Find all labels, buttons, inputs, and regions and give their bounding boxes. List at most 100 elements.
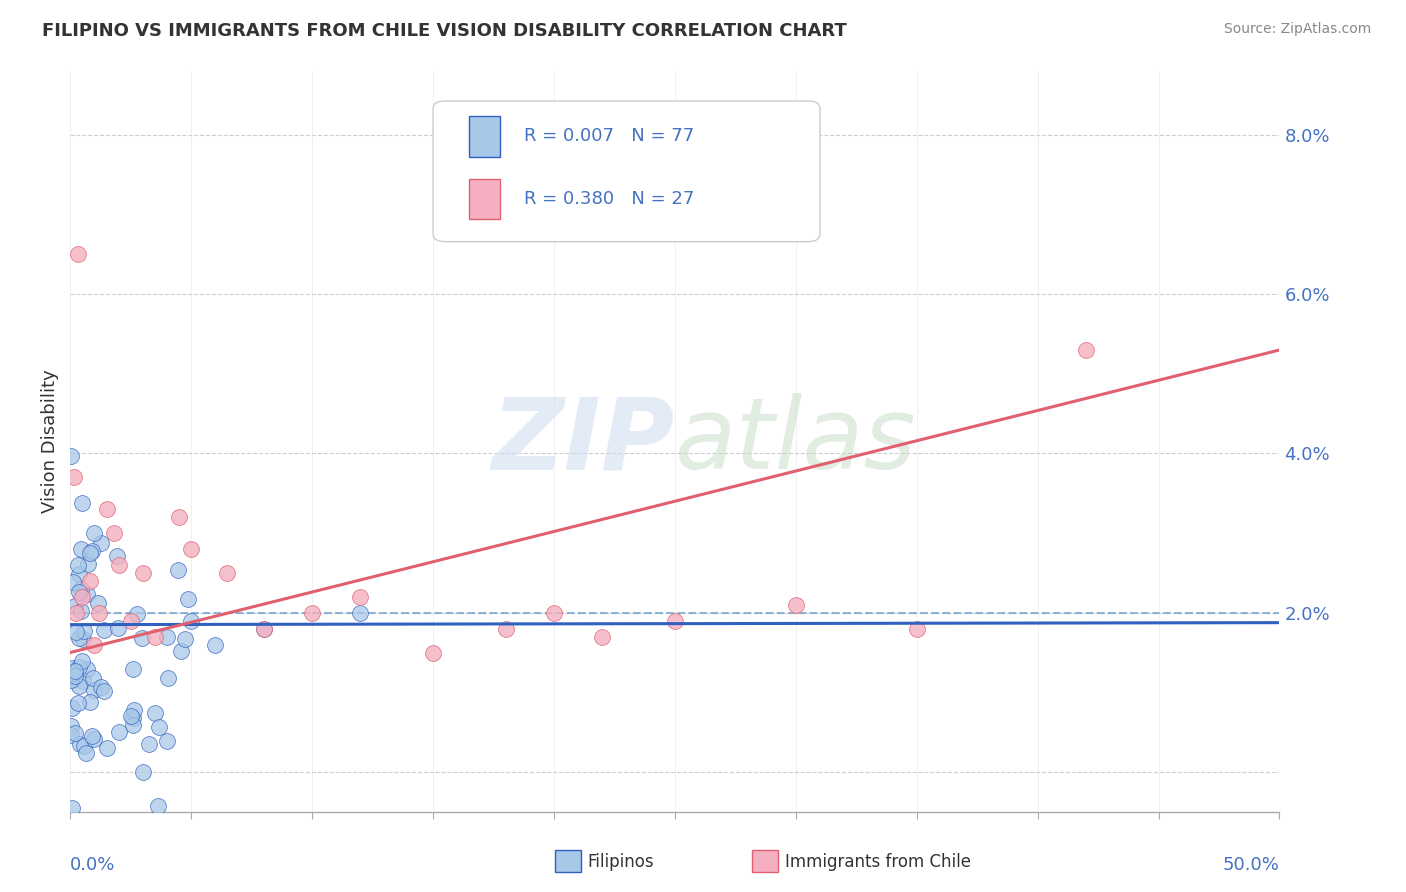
Point	[59, 449, 82, 463]
Point	[105, 549, 128, 563]
Point	[167, 510, 190, 524]
Point	[785, 598, 807, 612]
Point	[79, 546, 101, 560]
Point	[96, 741, 118, 756]
Point	[1074, 343, 1097, 357]
Point	[67, 631, 90, 645]
Point	[120, 614, 142, 628]
Point	[75, 746, 97, 760]
Point	[82, 671, 104, 685]
Point	[70, 582, 93, 596]
Point	[180, 614, 202, 628]
Point	[156, 734, 179, 748]
Point	[104, 869, 127, 883]
Text: ZIP: ZIP	[492, 393, 675, 490]
Point	[122, 703, 145, 717]
Point	[65, 624, 87, 639]
Point	[79, 574, 101, 588]
Text: Immigrants from Chile: Immigrants from Chile	[785, 853, 970, 871]
Point	[107, 621, 129, 635]
Point	[63, 470, 86, 484]
Point	[93, 623, 115, 637]
Point	[60, 701, 83, 715]
Point	[59, 728, 82, 742]
Point	[132, 566, 155, 580]
Text: R = 0.380   N = 27: R = 0.380 N = 27	[524, 190, 695, 208]
Point	[70, 654, 93, 668]
Point	[62, 660, 84, 674]
Point	[253, 622, 276, 636]
Point	[72, 590, 94, 604]
Point	[301, 606, 323, 620]
Point	[73, 624, 96, 639]
Point	[148, 720, 170, 734]
Point	[80, 543, 103, 558]
Point	[143, 630, 166, 644]
Point	[66, 247, 89, 261]
Legend: 	[1261, 78, 1272, 89]
Point	[67, 566, 90, 581]
Point	[120, 709, 142, 723]
Point	[83, 833, 105, 847]
Point	[62, 575, 84, 590]
Point	[83, 638, 105, 652]
Text: atlas: atlas	[675, 393, 917, 490]
Point	[143, 706, 166, 720]
Point	[167, 563, 190, 577]
FancyBboxPatch shape	[470, 116, 499, 156]
Point	[349, 590, 371, 604]
Point	[121, 718, 143, 732]
Text: Filipinos: Filipinos	[588, 853, 654, 871]
Point	[146, 799, 169, 814]
Point	[121, 711, 143, 725]
Point	[107, 725, 129, 739]
Point	[63, 668, 86, 682]
Point	[83, 526, 105, 541]
Point	[543, 606, 565, 620]
Text: Source: ZipAtlas.com: Source: ZipAtlas.com	[1223, 22, 1371, 37]
Point	[77, 557, 100, 571]
Point	[80, 729, 103, 743]
Point	[122, 662, 145, 676]
Point	[65, 606, 87, 620]
Point	[170, 644, 193, 658]
Point	[60, 718, 83, 732]
Point	[67, 585, 90, 599]
Point	[70, 604, 93, 618]
Point	[72, 673, 94, 688]
Point	[93, 683, 115, 698]
Point	[69, 737, 91, 751]
Point	[60, 800, 83, 814]
Point	[217, 566, 239, 580]
Point	[62, 666, 84, 681]
Point	[156, 671, 179, 685]
Text: FILIPINO VS IMMIGRANTS FROM CHILE VISION DISABILITY CORRELATION CHART: FILIPINO VS IMMIGRANTS FROM CHILE VISION…	[42, 22, 846, 40]
Point	[70, 541, 93, 556]
Point	[96, 502, 118, 516]
FancyBboxPatch shape	[433, 101, 820, 242]
Point	[591, 630, 613, 644]
Point	[89, 606, 111, 620]
Point	[253, 622, 276, 636]
Point	[67, 680, 90, 694]
Point	[138, 738, 160, 752]
Point	[156, 630, 179, 644]
Point	[905, 622, 928, 636]
Point	[664, 614, 686, 628]
Point	[125, 607, 148, 621]
Point	[131, 632, 153, 646]
Point	[66, 558, 89, 573]
Point	[90, 536, 112, 550]
Text: 50.0%: 50.0%	[1223, 855, 1279, 873]
Text: R = 0.007   N = 77: R = 0.007 N = 77	[524, 128, 695, 145]
Point	[79, 695, 101, 709]
Point	[83, 683, 105, 698]
Point	[60, 673, 83, 688]
Point	[76, 662, 98, 676]
Point	[67, 696, 90, 710]
Point	[90, 681, 112, 695]
Point	[495, 622, 517, 636]
Y-axis label: Vision Disability: Vision Disability	[41, 369, 59, 514]
Point	[67, 660, 90, 674]
Point	[73, 739, 96, 753]
